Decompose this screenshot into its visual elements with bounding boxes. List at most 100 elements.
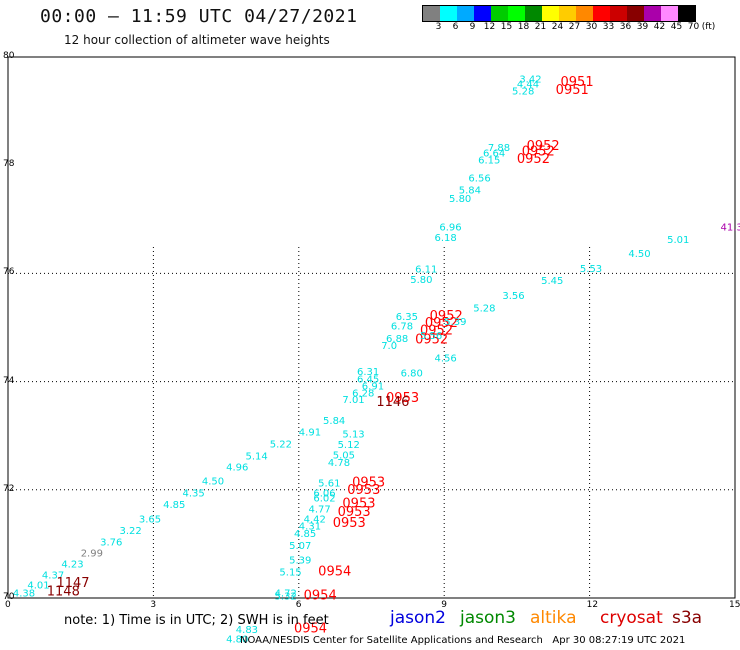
wave-height-label: 5.53 <box>580 264 602 275</box>
wave-height-label: 4.50 <box>628 249 650 260</box>
pass-time-label: 0952 <box>522 144 555 159</box>
satellite-altika: altika <box>530 608 577 628</box>
legend-swatch <box>593 6 610 21</box>
legend-label: 45 <box>670 22 683 32</box>
satellite-jason3: jason3 <box>460 608 516 628</box>
y-tick-label: 80 <box>3 51 15 61</box>
wave-height-label: 6.78 <box>391 322 413 333</box>
wave-height-label: 5.39 <box>289 555 311 566</box>
x-tick-label: 9 <box>441 600 447 610</box>
legend-label: 36 <box>619 22 632 32</box>
satellite-jason2: jason2 <box>390 608 446 628</box>
legend-label: 12 <box>483 22 496 32</box>
plot-frame <box>7 56 736 599</box>
pass-time-label: 0952 <box>420 324 453 339</box>
color-scale-legend <box>422 5 696 22</box>
legend-swatch <box>627 6 644 21</box>
x-tick-label: 6 <box>295 600 302 610</box>
legend-label: 24 <box>551 22 564 32</box>
wave-height-label: 5.01 <box>667 235 689 246</box>
wave-height-label: 5.22 <box>270 440 292 451</box>
pass-time-label: 0954 <box>294 622 327 637</box>
legend-swatch <box>542 6 559 21</box>
wave-height-label: 4.01 <box>27 580 49 591</box>
map-subtitle: 12 hour collection of altimeter wave hei… <box>64 33 330 47</box>
legend-swatch <box>644 6 661 21</box>
wave-height-label: 6.15 <box>478 156 500 167</box>
wave-height-label: 4.85 <box>294 529 316 540</box>
wave-height-label: 4.31 <box>299 521 321 532</box>
legend-swatch <box>661 6 678 21</box>
legend-swatch <box>491 6 508 21</box>
pass-time-label: 0952 <box>430 309 463 324</box>
y-tick-label: 70 <box>3 592 15 602</box>
wave-height-label: 5.80 <box>449 194 471 205</box>
legend-swatch <box>508 6 525 21</box>
legend-label: 42 <box>653 22 666 32</box>
wave-height-label: 5.84 <box>459 185 481 196</box>
wave-height-label: 3.42 <box>519 74 541 85</box>
wave-height-label: 5.05 <box>333 450 355 461</box>
pass-time-label: 0953 <box>333 516 366 531</box>
pass-time-label: 0952 <box>517 152 550 167</box>
pass-time-label: 0952 <box>425 316 458 331</box>
pass-time-label: 1147 <box>56 576 89 591</box>
wave-height-label: 4.91 <box>299 428 321 439</box>
wave-height-label: 5.39 <box>444 317 466 328</box>
pass-time-label: 0953 <box>352 476 385 491</box>
legend-label: 18 <box>517 22 530 32</box>
legend-label: 3 <box>435 22 442 32</box>
footer-credit: NOAA/NESDIS Center for Satellite Applica… <box>240 635 686 646</box>
pass-time-label: 0953 <box>342 497 375 512</box>
legend-swatch <box>525 6 542 21</box>
legend-swatch <box>440 6 457 21</box>
x-tick-label: 3 <box>150 600 157 610</box>
legend-swatch <box>474 6 491 21</box>
y-tick-label: 78 <box>3 159 15 170</box>
wave-height-label: 5.15 <box>279 567 301 578</box>
wave-height-label: 4.37 <box>42 571 64 582</box>
wave-height-label: 4.78 <box>328 458 350 469</box>
pass-time-label: 0952 <box>415 333 448 348</box>
legend-swatch <box>678 6 695 21</box>
map-title: 00:00 – 11:59 UTC 04/27/2021 <box>40 6 358 27</box>
wave-height-label: 6.31 <box>357 367 379 378</box>
legend-label: 70 <box>687 22 700 32</box>
y-tick-label: 74 <box>3 375 15 386</box>
wave-height-label: 4.23 <box>61 560 83 571</box>
wave-height-label: 4.80 <box>226 634 248 645</box>
pass-time-label: 0951 <box>556 83 589 98</box>
wave-height-label: 5.07 <box>289 541 311 552</box>
wave-height-label: 6.11 <box>415 264 437 275</box>
wave-height-label: 5.80 <box>410 275 432 286</box>
pass-time-label: 0953 <box>347 483 380 498</box>
wave-height-label: 4.83 <box>236 625 258 636</box>
wave-height-label: 41.33 <box>720 223 740 234</box>
wave-height-label: 5.45 <box>541 276 563 287</box>
x-tick-label: 12 <box>586 600 599 610</box>
legend-label: 33 <box>602 22 615 32</box>
legend-label: 30 <box>585 22 598 32</box>
satellite-cryosat: cryosat <box>600 608 663 628</box>
wave-height-label: 4.56 <box>435 354 457 365</box>
wave-height-label: 5.14 <box>245 452 267 463</box>
wave-height-label: 5.12 <box>338 440 360 451</box>
legend-label: 21 <box>534 22 547 32</box>
wave-height-label: 6.80 <box>401 369 423 380</box>
wave-height-label: 6.96 <box>439 223 461 234</box>
wave-height-label: 7.01 <box>342 395 364 406</box>
y-tick-label: 72 <box>3 483 15 494</box>
wave-height-label: 4.50 <box>202 476 224 487</box>
wave-height-label: 4.96 <box>226 462 248 473</box>
wave-height-label: 3.22 <box>119 526 141 537</box>
legend-label: 39 <box>636 22 649 32</box>
legend-swatch <box>423 6 440 21</box>
wave-height-label: 3.56 <box>502 291 524 302</box>
pass-time-label: 1148 <box>47 584 80 599</box>
legend-swatch <box>457 6 474 21</box>
legend-label: 27 <box>568 22 581 32</box>
wave-height-label: 6.06 <box>313 488 335 499</box>
wave-height-label: 5.13 <box>342 429 364 440</box>
